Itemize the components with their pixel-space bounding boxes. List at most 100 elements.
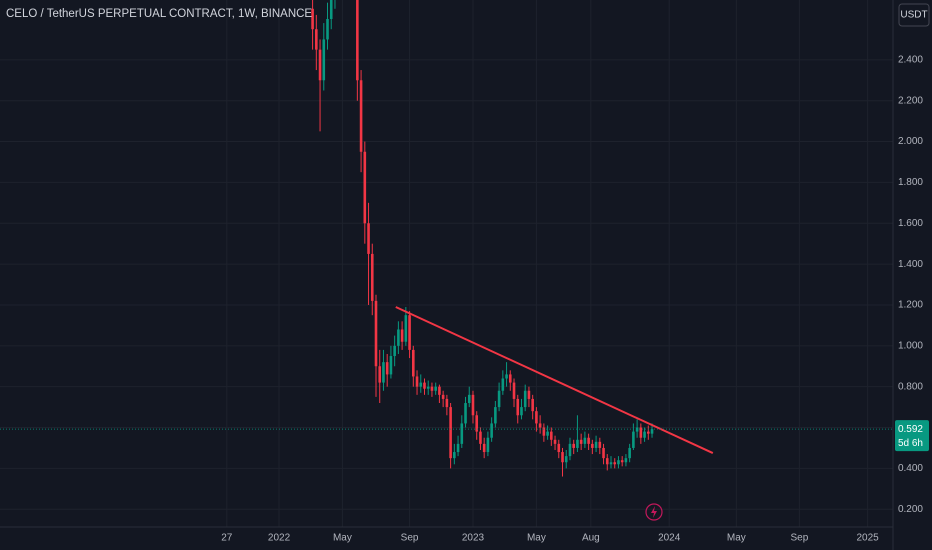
y-tick-label: 1.400 bbox=[898, 259, 923, 270]
candle-body bbox=[572, 443, 575, 448]
y-tick-label: 0.200 bbox=[898, 504, 923, 515]
y-tick-label: 2.400 bbox=[898, 54, 923, 65]
candle-body bbox=[441, 394, 445, 399]
x-tick-label: Sep bbox=[401, 533, 419, 544]
candle-body bbox=[400, 329, 404, 342]
candle-body bbox=[382, 362, 385, 383]
candle-body bbox=[318, 49, 322, 81]
candle-body bbox=[628, 447, 631, 459]
candle-body bbox=[523, 390, 527, 408]
candle-body bbox=[385, 362, 389, 375]
x-tick-label: May bbox=[333, 533, 352, 544]
candle-body bbox=[617, 460, 620, 465]
candle-body bbox=[490, 423, 493, 438]
candle-body bbox=[520, 407, 523, 416]
candle-body bbox=[542, 427, 546, 436]
candle-body bbox=[635, 427, 639, 432]
candle-body bbox=[535, 411, 538, 424]
y-tick-label: 0.800 bbox=[898, 381, 923, 392]
candle-body bbox=[397, 329, 400, 346]
candle-body bbox=[564, 456, 568, 463]
candle-body bbox=[613, 462, 617, 465]
candle-body bbox=[356, 0, 359, 81]
last-price-label: 0.592 bbox=[898, 424, 923, 435]
candle-body bbox=[329, 0, 333, 19]
candle-body bbox=[415, 376, 419, 387]
y-tick-label: 1.000 bbox=[898, 340, 923, 351]
candle-body bbox=[550, 431, 553, 440]
candle-body bbox=[464, 403, 467, 424]
candle-body bbox=[445, 398, 449, 408]
event-icon-bolt bbox=[651, 506, 657, 518]
x-tick-label: Aug bbox=[582, 533, 600, 544]
countdown: 5d 6h bbox=[898, 438, 923, 449]
candle-body bbox=[374, 300, 378, 367]
x-tick-label: Sep bbox=[790, 533, 808, 544]
currency[interactable]: USDT bbox=[900, 10, 927, 21]
candle-body bbox=[531, 398, 534, 412]
last-price-box bbox=[895, 420, 929, 452]
trend-line bbox=[395, 306, 714, 454]
candle-body bbox=[482, 443, 486, 453]
candle-body bbox=[650, 429, 654, 434]
candle-body bbox=[587, 437, 590, 444]
candle-body bbox=[404, 315, 408, 342]
candle-body bbox=[508, 374, 512, 383]
x-tick-label: May bbox=[727, 533, 746, 544]
candle-body bbox=[494, 407, 497, 424]
candle-body bbox=[497, 390, 501, 408]
candle-body bbox=[426, 386, 430, 389]
candle-body bbox=[602, 447, 605, 459]
candle-body bbox=[367, 223, 370, 254]
candle-body bbox=[486, 437, 490, 453]
candle-body bbox=[475, 415, 479, 432]
candle-body bbox=[378, 366, 382, 383]
candle-body bbox=[393, 345, 396, 357]
y-tick-label: 1.600 bbox=[898, 218, 923, 229]
candle-body bbox=[322, 39, 326, 81]
candle-body bbox=[594, 441, 598, 448]
candle-body bbox=[419, 382, 423, 387]
grid bbox=[0, 0, 893, 527]
candle-body bbox=[624, 458, 628, 463]
candle-body bbox=[460, 423, 464, 444]
candle-body bbox=[576, 439, 579, 448]
candle-body bbox=[505, 374, 508, 379]
candle-body bbox=[579, 439, 583, 444]
event-icon[interactable] bbox=[645, 503, 663, 521]
candle-body bbox=[609, 462, 613, 465]
candle-body bbox=[363, 151, 367, 224]
candle-body bbox=[456, 443, 460, 453]
candle-body bbox=[449, 407, 452, 459]
candle-body bbox=[516, 398, 520, 416]
chart-title: CELO / TetherUS PERPETUAL CONTRACT, 1W, … bbox=[6, 8, 312, 20]
candle-body bbox=[311, 8, 314, 30]
candle-body bbox=[583, 437, 587, 444]
candle-body bbox=[647, 431, 650, 434]
candle-body bbox=[370, 253, 374, 301]
candle-body bbox=[546, 431, 549, 436]
y-tick-label: 0.400 bbox=[898, 463, 923, 474]
candle-body bbox=[467, 394, 471, 404]
x-tick-label: 27 bbox=[221, 533, 233, 544]
y-tick-label: 2.200 bbox=[898, 95, 923, 106]
candle-body bbox=[412, 349, 415, 377]
candle-body bbox=[359, 80, 363, 152]
candle-body bbox=[643, 431, 646, 438]
candle-body bbox=[471, 394, 475, 416]
candle-body bbox=[538, 423, 542, 428]
candle-body bbox=[434, 386, 437, 391]
candle-body bbox=[568, 443, 572, 457]
y-tick-label: 1.200 bbox=[898, 300, 923, 311]
candle-body bbox=[591, 443, 594, 448]
candle-body bbox=[620, 460, 624, 463]
candle-body bbox=[408, 315, 411, 350]
candle-body bbox=[512, 382, 516, 399]
x-tick-label: 2024 bbox=[658, 533, 681, 544]
candle-body bbox=[557, 443, 561, 453]
candle-body bbox=[639, 427, 643, 438]
candle-body bbox=[598, 441, 602, 448]
y-tick-label: 2.000 bbox=[898, 136, 923, 147]
currency-box[interactable] bbox=[898, 3, 930, 27]
